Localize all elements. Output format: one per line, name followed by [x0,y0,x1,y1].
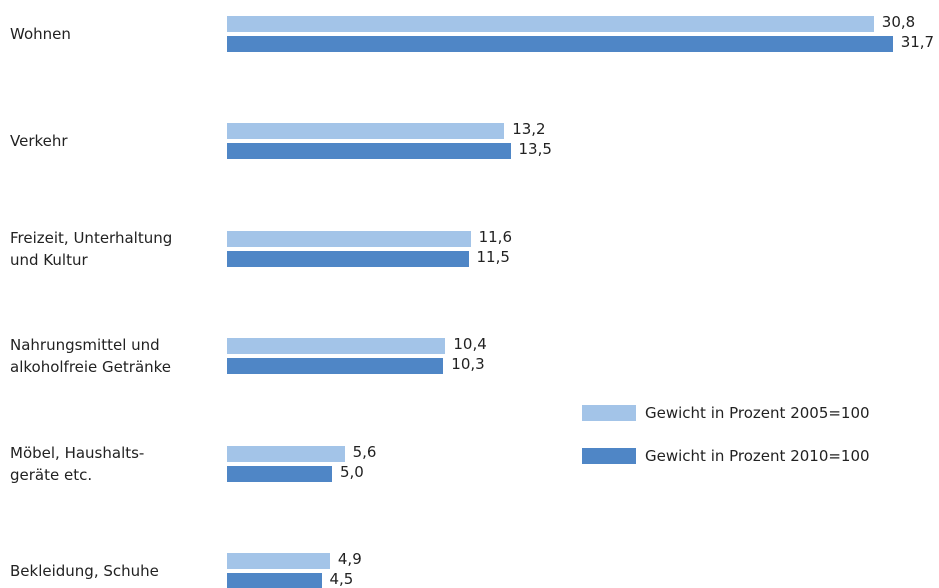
bar [227,338,446,355]
bar [227,573,322,588]
bar [227,445,345,462]
category-label: Freizeit, Unterhaltung und Kultur [10,228,173,269]
value-label: 4,5 [329,570,354,588]
bar [227,230,471,247]
value-label: 5,0 [340,462,364,481]
value-label: 31,7 [900,33,935,51]
legend-swatch [582,405,636,421]
value-label: 13,2 [512,120,546,139]
bar [227,465,332,482]
category-label: Möbel, Haushalts- geräte etc. [10,443,145,484]
category-label: Bekleidung, Schuhe [10,562,159,580]
legend-swatch [582,448,636,464]
bar [227,123,505,140]
bar [227,16,874,32]
legend-label: Gewicht in Prozent 2005=100 [645,404,870,422]
value-label: 10,4 [453,335,487,354]
value-label: 4,9 [337,550,362,568]
value-label: 30,8 [881,13,916,31]
category-label: Nahrungsmittel und alkoholfreie Getränke [10,336,172,377]
bar [227,36,893,52]
bar [227,143,511,160]
category-label: Verkehr [10,132,68,151]
value-label: 13,5 [518,140,552,159]
category-label: Wohnen [10,25,71,43]
value-label: 10,3 [451,355,485,374]
bar [227,250,469,267]
bar [227,358,444,375]
value-label: 5,6 [352,442,377,461]
value-label: 11,6 [478,227,512,246]
value-label: 11,5 [476,247,510,266]
legend-label: Gewicht in Prozent 2010=100 [645,447,870,465]
bar [227,553,330,569]
